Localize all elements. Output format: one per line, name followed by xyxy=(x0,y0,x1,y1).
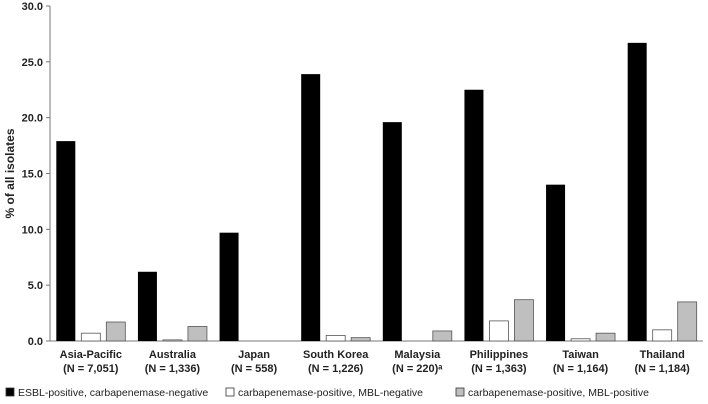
x-category-label: Asia-Pacific xyxy=(60,349,122,361)
x-category-n-label: (N = 1,336) xyxy=(145,363,201,375)
legend-label-2: carbapenemase-positive, MBL-positive xyxy=(468,387,649,399)
bar-0-philippines xyxy=(464,89,484,341)
y-tick-label: 30.0 xyxy=(22,1,43,13)
x-category-n-label: (N = 7,051) xyxy=(63,363,119,375)
bar-1-philippines xyxy=(489,320,509,342)
legend-swatch-1 xyxy=(225,387,235,397)
bar-0-taiwan xyxy=(546,184,566,341)
bar-2-thailand xyxy=(677,301,698,342)
legend-swatch-2 xyxy=(455,387,465,397)
bar-0-malaysia xyxy=(382,122,402,341)
x-category-n-label: (N = 1,363) xyxy=(471,363,527,375)
bar-1-thailand xyxy=(652,329,673,342)
bar-1-taiwan xyxy=(570,338,591,342)
bar-2-taiwan xyxy=(595,332,616,342)
x-category-label: Malaysia xyxy=(394,349,441,361)
x-category-label: Taiwan xyxy=(562,349,599,361)
y-axis-title: % of all isolates xyxy=(3,128,17,218)
legend: ESBL-positive, carbapenemase-negative car… xyxy=(5,387,649,399)
x-category-n-label: (N = 1,226) xyxy=(308,363,364,375)
x-category-label: South Korea xyxy=(303,349,369,361)
y-tick-label: 5.0 xyxy=(28,280,43,292)
bar-1-asia-pacific xyxy=(80,332,101,342)
bar-0-south-korea xyxy=(301,74,321,341)
axes: 0.0 5.0 10.0 15.0 20.0 25.0 30.0 % of all isola… xyxy=(3,1,703,348)
bar-2-australia xyxy=(187,326,208,342)
x-category-n-label: (N = 558) xyxy=(231,363,277,375)
y-tick-label: 20.0 xyxy=(22,113,43,125)
bar-0-thailand xyxy=(627,42,647,341)
y-tick-label: 25.0 xyxy=(22,57,43,69)
y-tick-label: 10.0 xyxy=(22,224,43,236)
bar-2-philippines xyxy=(514,299,534,342)
y-tick-label: 0.0 xyxy=(28,336,43,348)
bar-0-japan xyxy=(219,232,239,341)
x-category-label: Australia xyxy=(149,349,197,361)
bar-2-asia-pacific xyxy=(105,321,126,342)
bar-0-australia xyxy=(137,271,157,341)
x-category-label: Thailand xyxy=(640,349,685,361)
x-category-n-label: (N = 1,184) xyxy=(635,363,691,375)
bar-2-malaysia xyxy=(432,330,453,342)
legend-label-0: ESBL-positive, carbapenemase-negative xyxy=(18,387,208,399)
bar-2-south-korea xyxy=(350,337,371,342)
x-category-n-label: (N = 220)ᵃ xyxy=(392,363,443,375)
bar-1-south-korea xyxy=(325,335,346,342)
x-category-label: Japan xyxy=(238,349,270,361)
legend-label-1: carbapenemase-positive, MBL-negative xyxy=(238,387,423,399)
bar-1-australia xyxy=(162,339,183,342)
bars xyxy=(56,42,698,342)
y-tick-label: 15.0 xyxy=(22,169,43,181)
legend-swatch-0 xyxy=(5,387,15,397)
x-category-n-label: (N = 1,164) xyxy=(553,363,609,375)
bar-0-asia-pacific xyxy=(56,141,76,341)
labels: Asia-Pacific (N = 7,051) Australia (N = 1,3… xyxy=(60,349,691,375)
x-category-label: Philippines xyxy=(470,349,529,361)
